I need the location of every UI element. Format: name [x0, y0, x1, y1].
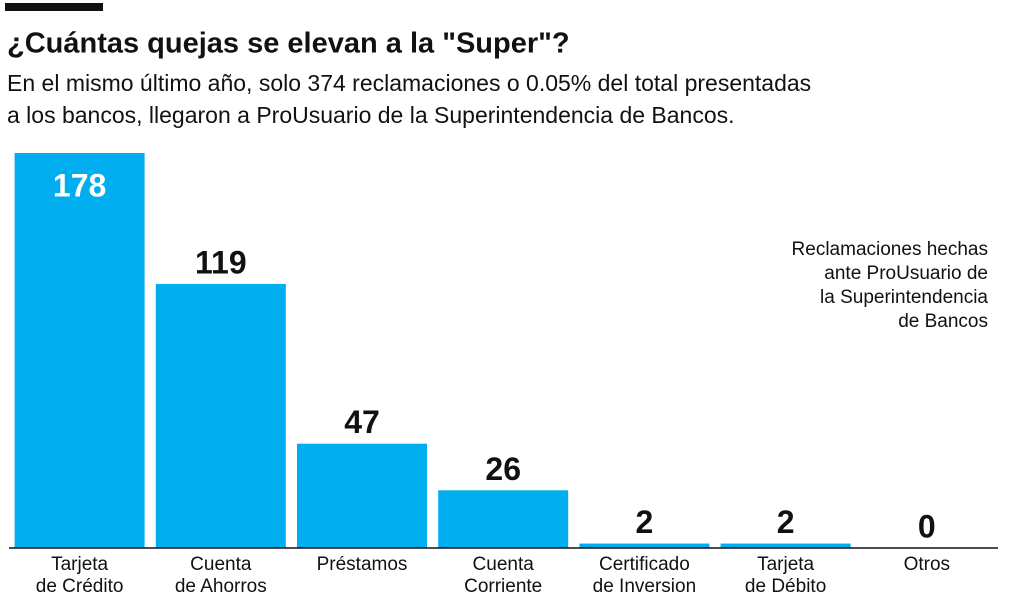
x-tick-label: Corriente [464, 576, 542, 597]
x-tick-label: de Débito [745, 576, 826, 597]
x-tick-label: de Crédito [36, 576, 124, 597]
chart-title: ¿Cuántas quejas se elevan a la "Super"? [7, 28, 570, 60]
value-label: 2 [777, 504, 795, 540]
value-label: 26 [485, 451, 521, 487]
x-tick-label: Certificado [599, 554, 690, 575]
x-tick-label: Tarjeta [757, 554, 814, 575]
bar [155, 283, 286, 548]
value-label: 47 [344, 404, 380, 440]
bar [297, 443, 427, 548]
bar [14, 153, 145, 548]
x-tick-label: Otros [904, 554, 950, 575]
annotation-line: Reclamaciones hechas [792, 239, 988, 260]
x-tick-label: Cuenta [473, 554, 535, 575]
x-tick-label: Tarjeta [51, 554, 108, 575]
value-label: 0 [918, 508, 936, 544]
header-rule [5, 3, 103, 11]
x-tick-label: de Ahorros [175, 576, 267, 597]
x-tick-label: Cuenta [190, 554, 252, 575]
bar [438, 490, 569, 548]
annotation-line: ante ProUsuario de [824, 263, 988, 284]
subtitle-line: a los bancos, llegaron a ProUsuario de l… [7, 102, 735, 128]
subtitle-line: En el mismo último año, solo 374 reclama… [7, 70, 811, 96]
annotation-line: de Bancos [898, 311, 988, 332]
bar [579, 543, 710, 548]
x-tick-label: de Inversion [593, 576, 697, 597]
value-label: 2 [636, 504, 654, 540]
value-label: 119 [195, 244, 247, 280]
bar [720, 543, 851, 548]
value-label: 178 [53, 167, 106, 203]
x-tick-label: Préstamos [317, 554, 408, 575]
annotation-line: la Superintendencia [820, 287, 988, 308]
